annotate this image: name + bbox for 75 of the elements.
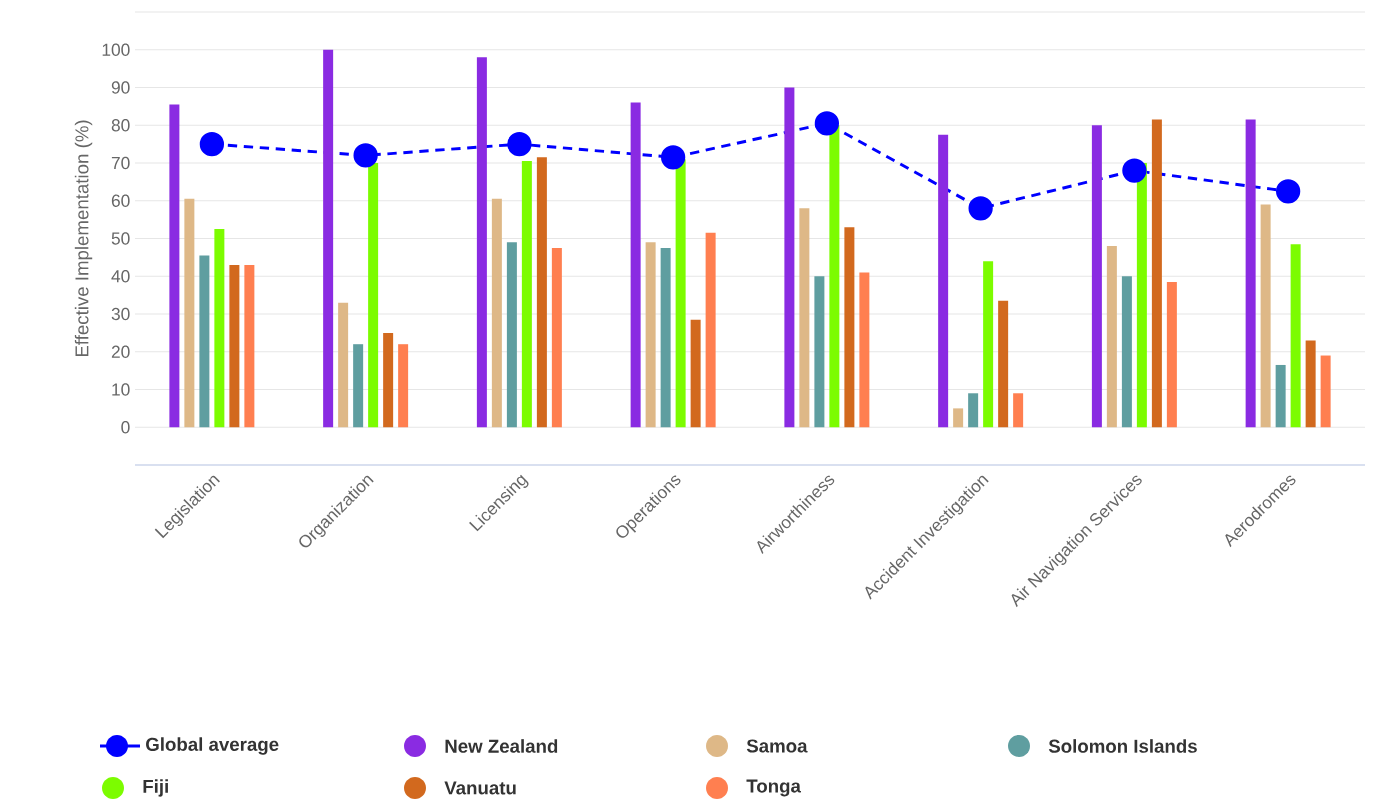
bar bbox=[1260, 204, 1271, 428]
bar bbox=[799, 208, 810, 428]
bar bbox=[1121, 276, 1132, 428]
point bbox=[507, 131, 532, 157]
bar bbox=[398, 344, 409, 428]
bar bbox=[1305, 340, 1316, 428]
bar bbox=[368, 163, 379, 428]
bar bbox=[551, 247, 562, 428]
y-tick-label: 10 bbox=[112, 383, 130, 396]
bar bbox=[690, 319, 701, 428]
y-axis-title: Effective Implementation (%) bbox=[74, 120, 93, 357]
bar bbox=[199, 255, 210, 428]
bar bbox=[1091, 125, 1102, 428]
legend-label: Samoa bbox=[746, 739, 808, 753]
bar bbox=[476, 57, 487, 428]
bar bbox=[705, 232, 716, 428]
point bbox=[814, 111, 840, 136]
bar bbox=[244, 264, 255, 428]
y-tick-label: 0 bbox=[121, 421, 130, 434]
bar bbox=[338, 302, 349, 428]
bar bbox=[323, 49, 334, 428]
y-tick-label: 30 bbox=[111, 307, 130, 321]
bar bbox=[521, 161, 532, 428]
bar bbox=[1320, 355, 1331, 428]
point bbox=[968, 196, 993, 221]
y-tick-label: 90 bbox=[111, 81, 130, 94]
bar bbox=[1136, 163, 1147, 428]
legend-label: Solomon Islands bbox=[1048, 739, 1197, 753]
bar bbox=[998, 300, 1009, 428]
bar bbox=[859, 272, 870, 428]
y-tick-label: 60 bbox=[111, 194, 130, 207]
bar bbox=[169, 104, 180, 428]
y-tick-label: 50 bbox=[111, 232, 130, 245]
bar bbox=[1245, 119, 1256, 428]
legend-label: Global average bbox=[146, 737, 279, 755]
bar bbox=[383, 332, 394, 428]
legend-label: Vanuatu bbox=[444, 781, 516, 795]
y-tick-label: 80 bbox=[111, 119, 130, 132]
point bbox=[660, 145, 686, 170]
point bbox=[199, 131, 225, 157]
bar bbox=[184, 198, 195, 428]
bar bbox=[645, 242, 656, 428]
bar bbox=[1166, 281, 1177, 428]
point bbox=[1122, 158, 1147, 183]
legend-label: Tonga bbox=[746, 779, 802, 797]
bar bbox=[536, 157, 547, 428]
bar bbox=[660, 247, 671, 428]
bar bbox=[353, 344, 364, 428]
y-tick-label: 70 bbox=[111, 156, 130, 170]
bar bbox=[506, 242, 517, 428]
y-tick-label: 20 bbox=[111, 345, 130, 358]
bar bbox=[1151, 119, 1162, 428]
bar bbox=[938, 134, 949, 428]
y-tick-label: 40 bbox=[111, 270, 130, 283]
bar bbox=[784, 87, 795, 428]
legend-label: New Zealand bbox=[445, 739, 558, 753]
bar bbox=[1275, 364, 1286, 428]
y-tick-label: 100 bbox=[102, 43, 130, 56]
bar bbox=[675, 159, 686, 428]
bar bbox=[829, 125, 840, 428]
bar bbox=[983, 261, 994, 428]
bar bbox=[844, 227, 855, 428]
bar bbox=[968, 393, 979, 428]
bar bbox=[214, 229, 225, 428]
bar bbox=[1290, 244, 1301, 428]
bar bbox=[953, 408, 964, 428]
legend-label: Fiji bbox=[143, 779, 168, 797]
bar bbox=[491, 198, 502, 428]
point bbox=[353, 143, 378, 168]
bar bbox=[1013, 393, 1024, 428]
point bbox=[1276, 179, 1301, 204]
bar bbox=[229, 264, 240, 428]
bar bbox=[630, 102, 641, 428]
bar bbox=[814, 276, 825, 428]
bar bbox=[1106, 246, 1117, 428]
